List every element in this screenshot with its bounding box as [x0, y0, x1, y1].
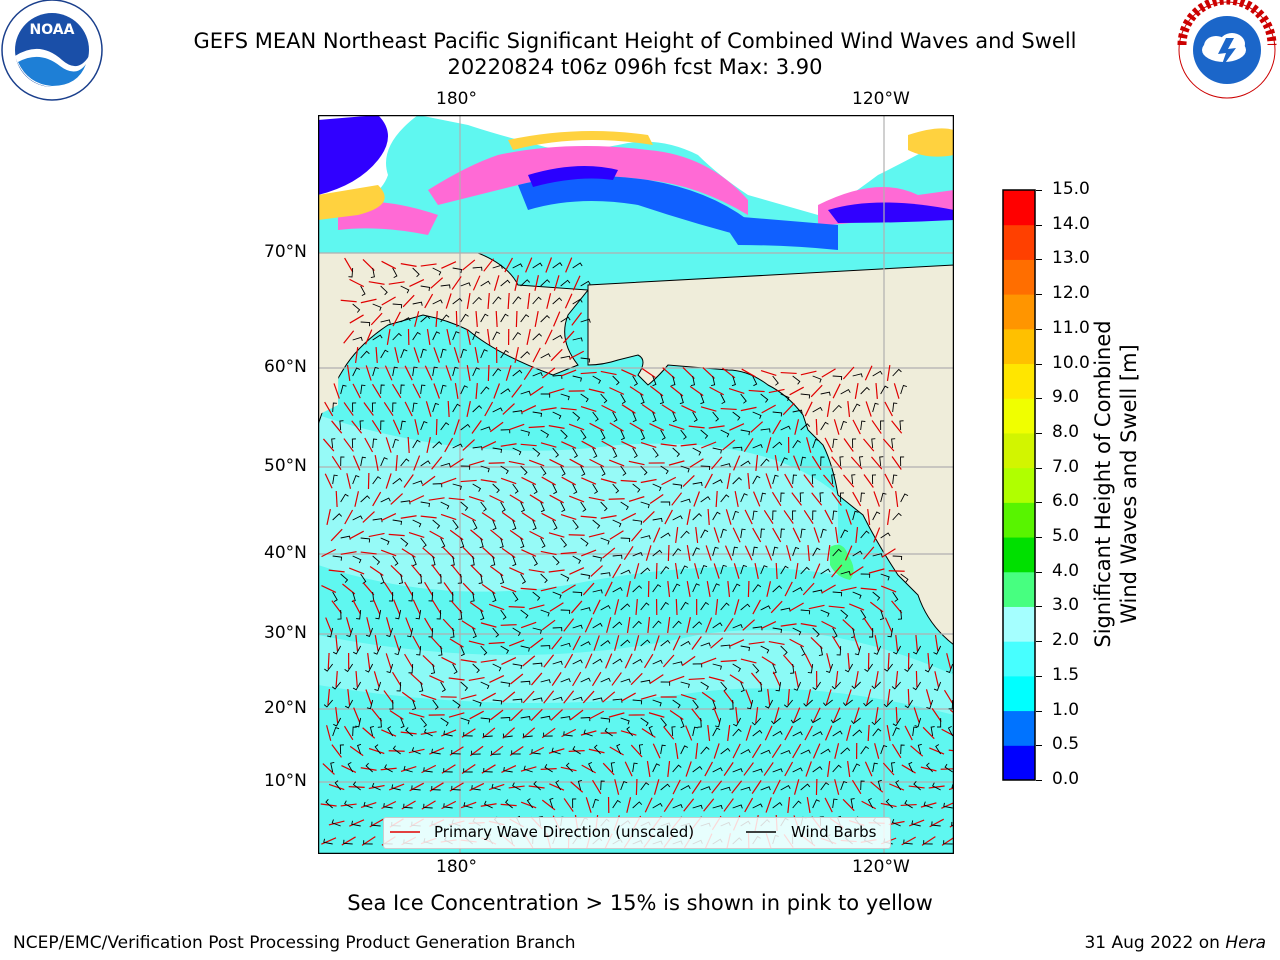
colorbar-tick-label: 4.0 — [1052, 561, 1079, 581]
colorbar-tick-label: 1.5 — [1052, 665, 1079, 685]
colorbar — [1002, 189, 1036, 785]
noaa-logo-text: NOAA — [30, 22, 75, 38]
colorbar-tick-label: 7.0 — [1052, 457, 1079, 477]
footer-machine: Hera — [1225, 933, 1266, 953]
colorbar-tick-label: 8.0 — [1052, 422, 1079, 442]
footer-date: 31 Aug 2022 on Hera — [1084, 933, 1266, 953]
colorbar-tick-label: 1.0 — [1052, 700, 1079, 720]
lon-label-top-120w: 120°W — [852, 89, 910, 109]
colorbar-segment — [1003, 676, 1035, 711]
colorbar-segment — [1003, 711, 1035, 746]
lon-label-bottom-180: 180° — [436, 857, 477, 877]
legend-wind-barbs: Wind Barbs — [791, 823, 876, 841]
colorbar-segment — [1003, 537, 1035, 572]
colorbar-tick-mark — [1036, 468, 1042, 469]
colorbar-segment — [1003, 502, 1035, 537]
colorbar-tick-mark — [1036, 502, 1042, 503]
colorbar-tick-mark — [1036, 225, 1042, 226]
colorbar-tick-mark — [1036, 364, 1042, 365]
colorbar-tick-mark — [1036, 745, 1042, 746]
wave-arrow — [509, 607, 525, 608]
colorbar-tick-mark — [1036, 433, 1042, 434]
wave-arrow — [456, 311, 457, 327]
colorbar-tick-label: 9.0 — [1052, 387, 1079, 407]
colorbar-segment — [1003, 606, 1035, 641]
colorbar-tick-mark — [1036, 259, 1042, 260]
wave-arrow — [689, 679, 705, 680]
colorbar-tick-label: 13.0 — [1052, 248, 1090, 268]
footer-date-text: 31 Aug 2022 on — [1084, 933, 1225, 953]
lon-label-bottom-120w: 120°W — [852, 857, 910, 877]
colorbar-tick-mark — [1036, 329, 1042, 330]
lat-label-50n: 50°N — [264, 456, 307, 476]
wave-arrow — [781, 373, 797, 374]
wave-arrow — [328, 653, 329, 669]
colorbar-segment — [1003, 468, 1035, 503]
wave-arrow — [908, 689, 909, 705]
sea-ice-note: Sea Ice Concentration > 15% is shown in … — [0, 891, 1280, 915]
legend-wave-direction: Primary Wave Direction (unscaled) — [434, 823, 694, 841]
colorbar-tick-label: 0.5 — [1052, 734, 1079, 754]
wave-arrow — [609, 499, 625, 500]
colorbar-tick-label: 0.0 — [1052, 769, 1079, 789]
colorbar-tick-label: 5.0 — [1052, 526, 1079, 546]
colorbar-segment — [1003, 745, 1035, 780]
lat-label-40n: 40°N — [264, 543, 307, 563]
colorbar-tick-mark — [1036, 606, 1042, 607]
wave-arrow — [636, 779, 637, 795]
lat-label-10n: 10°N — [264, 771, 307, 791]
colorbar-segment — [1003, 329, 1035, 364]
colorbar-tick-mark — [1036, 572, 1042, 573]
lat-label-20n: 20°N — [264, 698, 307, 718]
colorbar-label-line2: Wind Waves and Swell [m] — [1116, 184, 1142, 784]
map-legend: Primary Wave Direction (unscaled) Wind B… — [383, 817, 891, 849]
colorbar-tick-label: 6.0 — [1052, 491, 1079, 511]
colorbar-segment — [1003, 572, 1035, 607]
colorbar-segment — [1003, 190, 1035, 225]
colorbar-segment — [1003, 433, 1035, 468]
national-weather-service-logo — [1174, 0, 1280, 110]
colorbar-tick-label: 11.0 — [1052, 318, 1090, 338]
lat-label-60n: 60°N — [264, 357, 307, 377]
wave-arrow — [501, 625, 517, 626]
colorbar-segment — [1003, 364, 1035, 399]
colorbar-tick-mark — [1036, 537, 1042, 538]
colorbar-tick-label: 10.0 — [1052, 353, 1090, 373]
wave-arrow — [668, 545, 669, 561]
colorbar-tick-mark — [1036, 294, 1042, 295]
colorbar-tick-mark — [1036, 780, 1042, 781]
colorbar-segment — [1003, 225, 1035, 260]
wave-arrow — [656, 563, 657, 579]
lat-label-30n: 30°N — [264, 623, 307, 643]
colorbar-segment — [1003, 259, 1035, 294]
colorbar-segment — [1003, 641, 1035, 676]
noaa-logo: NOAA — [0, 0, 106, 110]
wave-arrow — [816, 419, 817, 435]
map-panel — [318, 115, 954, 858]
colorbar-tick-label: 3.0 — [1052, 595, 1079, 615]
colorbar-tick-label: 15.0 — [1052, 179, 1090, 199]
lon-label-top-180: 180° — [436, 89, 477, 109]
wave-arrow — [488, 365, 489, 381]
lat-label-70n: 70°N — [264, 242, 307, 262]
wave-arrow — [516, 311, 517, 327]
colorbar-segment — [1003, 294, 1035, 329]
wave-arrow — [676, 599, 677, 615]
colorbar-tick-mark — [1036, 398, 1042, 399]
colorbar-segment — [1003, 398, 1035, 433]
wave-arrow — [436, 419, 437, 435]
wave-arrow — [888, 653, 889, 669]
colorbar-tick-mark — [1036, 641, 1042, 642]
colorbar-tick-mark — [1036, 711, 1042, 712]
footer-branch: NCEP/EMC/Verification Post Processing Pr… — [13, 933, 576, 953]
wave-arrow — [889, 571, 905, 572]
wave-arrow — [748, 581, 749, 597]
wave-arrow — [896, 707, 897, 723]
colorbar-tick-mark — [1036, 190, 1042, 191]
colorbar-tick-mark — [1036, 676, 1042, 677]
colorbar-label-line1: Significant Height of Combined — [1090, 184, 1116, 784]
colorbar-tick-label: 2.0 — [1052, 630, 1079, 650]
colorbar-tick-label: 14.0 — [1052, 214, 1090, 234]
colorbar-tick-label: 12.0 — [1052, 283, 1090, 303]
